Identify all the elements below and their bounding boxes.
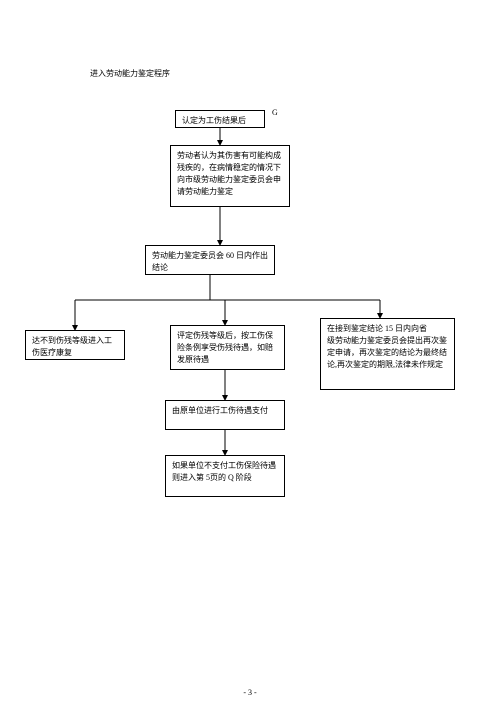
node-n2: 劳动者认为其伤害有可能构成残疾的，在病情稳定的情况下向市级劳动能力鉴定委员会申请… xyxy=(170,145,290,207)
node-n7: 由原单位进行工伤待遇支付 xyxy=(165,400,285,430)
annotation-g: G xyxy=(272,108,278,117)
node-n8: 如果单位不支付工伤保险待遇则进入第 5页的 Q 阶段 xyxy=(165,455,285,497)
node-n4: 达不到伤残等级进入工伤医疗康复 xyxy=(25,330,125,360)
node-n1: 认定为工伤结果后 xyxy=(175,110,265,128)
node-n5: 评定伤残等级后，按工伤保险条例享受伤残待遇，如赔发原待遇 xyxy=(170,325,285,370)
node-n6: 在接到鉴定结论 15 日内向省 级劳动能力鉴定委员会提出再次鉴定申请，再次鉴定的… xyxy=(320,318,455,390)
page-title: 进入劳动能力鉴定程序 xyxy=(90,68,170,79)
page-number: - 3 - xyxy=(0,688,500,697)
node-n3: 劳动能力鉴定委员会 60 日内作出结论 xyxy=(145,245,275,275)
